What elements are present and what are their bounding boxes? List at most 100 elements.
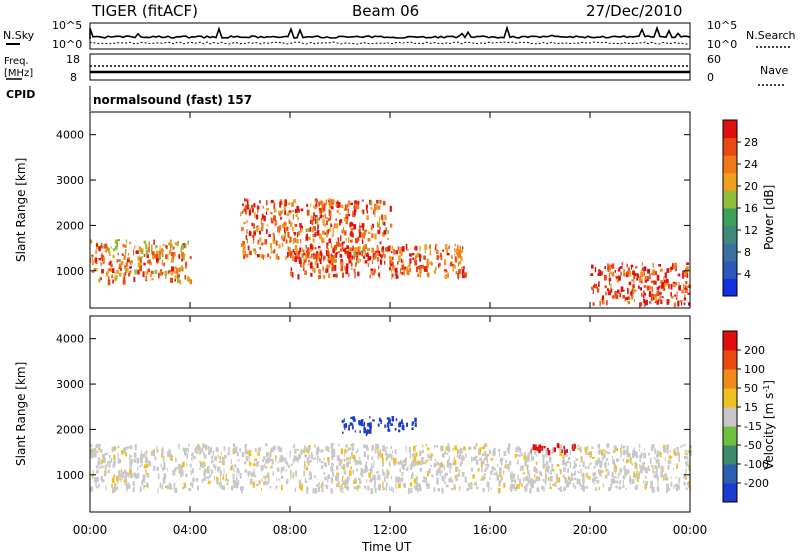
heatmap-cell bbox=[579, 464, 581, 467]
heatmap-cell bbox=[342, 241, 345, 244]
heatmap-cell bbox=[464, 272, 467, 278]
heatmap-cell bbox=[680, 445, 683, 448]
power-colorbar-label: Power [dB] bbox=[762, 185, 776, 250]
heatmap-cell bbox=[303, 253, 306, 256]
heatmap-cell bbox=[665, 278, 669, 284]
heatmap-cell bbox=[279, 212, 281, 217]
heatmap-cell bbox=[634, 486, 638, 490]
heatmap-cell bbox=[452, 461, 454, 466]
heatmap-cell bbox=[534, 448, 536, 454]
heatmap-cell bbox=[261, 478, 263, 483]
heatmap-cell bbox=[328, 260, 331, 264]
heatmap-cell bbox=[234, 464, 237, 468]
heatmap-cell bbox=[121, 475, 124, 480]
heatmap-cell bbox=[336, 209, 339, 213]
heatmap-cell bbox=[678, 477, 681, 481]
heatmap-cell bbox=[677, 447, 679, 454]
heatmap-cell bbox=[111, 268, 115, 273]
heatmap-cell bbox=[214, 475, 216, 481]
heatmap-cell bbox=[639, 449, 641, 452]
heatmap-cell bbox=[346, 245, 349, 250]
heatmap-cell bbox=[463, 446, 466, 451]
heatmap-cell bbox=[441, 487, 444, 494]
heatmap-cell bbox=[180, 265, 183, 272]
heatmap-cell bbox=[654, 456, 656, 460]
heatmap-cell bbox=[392, 248, 396, 255]
heatmap-cell bbox=[101, 465, 104, 469]
heatmap-cell bbox=[599, 300, 601, 307]
heatmap-cell bbox=[423, 266, 427, 272]
time-tick-label: 00:00 bbox=[673, 523, 708, 537]
heatmap-cell bbox=[213, 463, 216, 468]
heatmap-cell bbox=[308, 471, 312, 476]
heatmap-cell bbox=[246, 199, 249, 206]
heatmap-cell bbox=[390, 454, 393, 461]
heatmap-cell bbox=[134, 245, 136, 249]
heatmap-cell bbox=[125, 249, 127, 254]
time-tick-label: 04:00 bbox=[173, 523, 208, 537]
heatmap-cell bbox=[341, 229, 344, 234]
heatmap-cell bbox=[585, 466, 588, 469]
heatmap-cell bbox=[645, 475, 647, 480]
heatmap-cell bbox=[307, 247, 310, 251]
heatmap-cell bbox=[240, 212, 242, 217]
heatmap-cell bbox=[419, 268, 422, 274]
heatmap-cell bbox=[644, 276, 648, 280]
heatmap-cell bbox=[170, 277, 173, 283]
heatmap-cell bbox=[129, 472, 133, 479]
heatmap-cell bbox=[345, 444, 348, 448]
heatmap-cell bbox=[631, 462, 634, 466]
heatmap-cell bbox=[286, 478, 289, 484]
heatmap-cell bbox=[275, 240, 278, 246]
heatmap-cell bbox=[443, 465, 446, 471]
heatmap-cell bbox=[559, 486, 562, 492]
heatmap-cell bbox=[353, 214, 355, 218]
heatmap-cell bbox=[292, 255, 294, 261]
heatmap-cell bbox=[395, 476, 398, 483]
heatmap-cell bbox=[150, 451, 154, 456]
heatmap-cell bbox=[348, 260, 352, 264]
heatmap-cell bbox=[346, 250, 349, 257]
heatmap-cell bbox=[153, 448, 155, 453]
heatmap-cell bbox=[682, 444, 686, 447]
heatmap-cell bbox=[91, 259, 94, 266]
heatmap-cell bbox=[283, 227, 285, 233]
heatmap-cell bbox=[244, 461, 247, 465]
heatmap-cell bbox=[441, 446, 444, 451]
heatmap-cell bbox=[631, 478, 635, 485]
freq-right-tick-bottom: 0 bbox=[707, 71, 714, 84]
heatmap-cell bbox=[481, 446, 484, 450]
heatmap-cell bbox=[290, 267, 293, 272]
heatmap-cell bbox=[453, 483, 455, 490]
heatmap-cell bbox=[378, 417, 381, 422]
heatmap-cell bbox=[627, 267, 630, 272]
heatmap-cell bbox=[173, 482, 176, 487]
heatmap-cell bbox=[442, 249, 445, 252]
heatmap-cell bbox=[461, 461, 463, 464]
heatmap-cell bbox=[121, 253, 124, 256]
heatmap-cell bbox=[458, 469, 460, 475]
power-heatmap bbox=[90, 198, 691, 308]
heatmap-cell bbox=[164, 485, 168, 489]
heatmap-cell bbox=[272, 251, 275, 254]
heatmap-cell bbox=[455, 466, 459, 471]
heatmap-cell bbox=[535, 468, 538, 474]
heatmap-cell bbox=[388, 470, 390, 475]
heatmap-cell bbox=[306, 457, 310, 464]
heatmap-cell bbox=[651, 444, 655, 449]
heatmap-cell bbox=[377, 206, 381, 210]
heatmap-cell bbox=[344, 479, 348, 485]
heatmap-cell bbox=[390, 263, 394, 267]
heatmap-cell bbox=[114, 275, 117, 282]
colorbar-swatch bbox=[723, 369, 737, 389]
heatmap-cell bbox=[400, 460, 403, 464]
heatmap-cell bbox=[156, 445, 158, 451]
heatmap-cell bbox=[626, 289, 629, 295]
heatmap-cell bbox=[589, 455, 592, 458]
heatmap-cell bbox=[562, 455, 564, 460]
heatmap-cell bbox=[457, 448, 459, 455]
heatmap-cell bbox=[111, 484, 113, 488]
heatmap-cell bbox=[395, 418, 398, 422]
heatmap-cell bbox=[503, 482, 506, 488]
